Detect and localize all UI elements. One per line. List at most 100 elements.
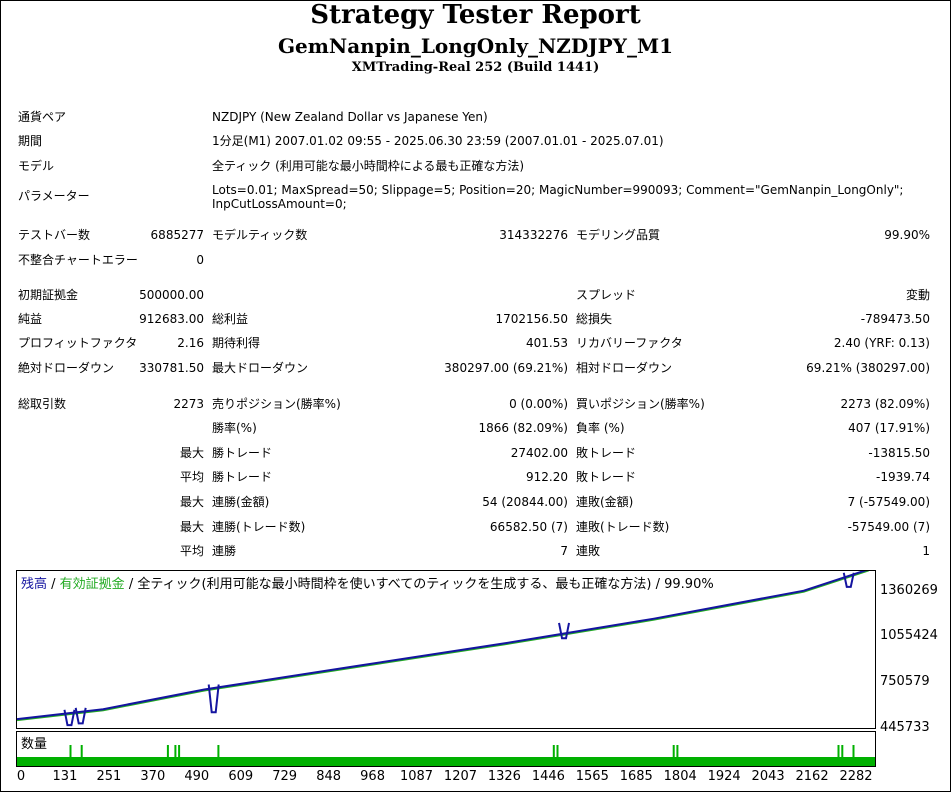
equity-dip (842, 572, 855, 588)
x-tick-label: 131 (52, 769, 78, 784)
legend-separator: / (47, 577, 60, 592)
volume-label: 数量 (21, 737, 48, 752)
gross-loss-label: 総損失 (576, 312, 613, 326)
spread-value: 変動 (905, 288, 930, 302)
volume-spike (837, 745, 840, 759)
x-tick-label: 968 (360, 769, 385, 784)
legend-balance: 残高 (21, 577, 48, 592)
symbol-label: 通貨ペア (18, 110, 67, 124)
period-value: 1分足(M1) 2007.01.02 09:55 - 2025.06.30 23… (212, 134, 664, 148)
cons-loss-count-label: 連敗(トレード数) (576, 520, 670, 534)
pf-value: 2.16 (177, 336, 204, 350)
trades-value: 2273 (173, 397, 204, 411)
quality-value: 99.90% (884, 228, 930, 242)
trades-label: 総取引数 (18, 397, 67, 411)
max-dd-value: 380297.00 (69.21%) (444, 361, 568, 375)
net-value: 912683.00 (139, 312, 204, 326)
lossrate-value: 407 (17.91%) (848, 421, 930, 435)
quality-label: モデリング品質 (576, 228, 661, 242)
volume-spike (556, 745, 559, 759)
y-tick-label: 750579 (880, 674, 930, 689)
equity-dip (558, 622, 571, 640)
volume-chart: 数量 (16, 731, 876, 767)
mismatch-value: 0 (196, 253, 204, 267)
equity-dips (63, 572, 855, 727)
gross-loss-value: -789473.50 (860, 312, 930, 326)
model-value: 全ティック (利用可能な最小時間枠による最も正確な方法) (212, 159, 525, 173)
params-label: パラメーター (18, 189, 90, 203)
x-tick-label: 1087 (399, 769, 434, 784)
balance-chart: 残高 / 有効証拠金 / 全ティック(利用可能な最小時間枠を使いすべてのティック… (16, 570, 876, 729)
x-tick-label: 251 (96, 769, 122, 784)
avg-loss-label: 敗トレード (576, 470, 637, 484)
x-tick-label: 1804 (663, 769, 697, 784)
volume-spike (166, 745, 169, 759)
x-tick-label: 1685 (619, 769, 653, 784)
x-tick-label: 2043 (751, 769, 785, 784)
pf-label: プロフィットファクタ (18, 336, 138, 350)
short-value: 0 (0.00%) (509, 397, 568, 411)
x-tick-label: 2282 (839, 769, 873, 784)
cons-win-money-label: 連勝(金額) (212, 495, 270, 509)
x-tick-label: 729 (272, 769, 298, 784)
x-tick-label: 609 (228, 769, 254, 784)
y-tick-label: 445733 (880, 720, 930, 735)
avg-win-prefix: 平均 (179, 470, 204, 484)
avg-cons-prefix: 平均 (179, 544, 204, 558)
equity-dip (63, 709, 76, 727)
long-value: 2273 (82.09%) (840, 397, 930, 411)
abs-dd-label: 絶対ドローダウン (18, 361, 115, 375)
chart-legend: 残高 / 有効証拠金 / 全ティック(利用可能な最小時間枠を使いすべてのティック… (21, 573, 714, 592)
ticks-label: モデルティック数 (212, 228, 308, 242)
long-label: 買いポジション(勝率%) (576, 397, 705, 411)
equity-line (17, 571, 869, 722)
volume-spike (80, 745, 83, 759)
balance-line (17, 571, 867, 721)
x-tick-label: 0 (16, 769, 26, 784)
max-dd-label: 最大ドローダウン (212, 361, 309, 375)
rel-dd-label: 相対ドローダウン (576, 361, 673, 375)
period-label: 期間 (18, 134, 43, 148)
avg-cons-loss-label: 連敗 (576, 544, 601, 558)
lossrate-label: 負率 (%) (576, 421, 625, 435)
bars-label: テストバー数 (18, 228, 91, 242)
winrate-value: 1866 (82.09%) (478, 421, 568, 435)
cons-win-money-value: 54 (20844.00) (482, 495, 568, 509)
volume-spike (852, 745, 855, 759)
model-label: モデル (18, 159, 55, 173)
cons-win-count-label: 連勝(トレード数) (212, 520, 306, 534)
server-info: XMTrading-Real 252 (Build 1441) (351, 60, 600, 75)
gross-profit-value: 1702156.50 (495, 312, 568, 326)
y-tick-label: 1360269 (880, 583, 938, 598)
deposit-value: 500000.00 (139, 288, 204, 302)
net-label: 純益 (18, 312, 43, 326)
params-line2: InpCutLossAmount=0; (212, 197, 347, 211)
max-loss-label: 敗トレード (576, 446, 637, 460)
avg-cons-loss-value: 1 (922, 544, 930, 558)
max-win-label: 勝トレード (212, 446, 273, 460)
equity-dip (74, 707, 87, 725)
short-label: 売りポジション(勝率%) (212, 397, 341, 411)
spread-label: スプレッド (576, 288, 637, 302)
rel-dd-value: 69.21% (380297.00) (806, 361, 930, 375)
mismatch-label: 不整合チャートエラー (18, 253, 138, 267)
avg-loss-value: -1939.74 (876, 470, 930, 484)
volume-spike (552, 745, 555, 759)
ticks-value: 314332276 (499, 228, 568, 242)
cons-win-count-value: 66582.50 (7) (489, 520, 568, 534)
max-cons-count-prefix: 最大 (179, 520, 204, 534)
x-tick-label: 2162 (795, 769, 829, 784)
equity-dip (207, 684, 220, 714)
volume-spike (672, 745, 675, 759)
balance-chart-svg (17, 571, 869, 727)
volume-spike (174, 745, 177, 759)
x-tick-label: 1326 (487, 769, 521, 784)
x-tick-label: 1924 (707, 769, 741, 784)
bars-value: 6885277 (150, 228, 204, 242)
volume-spike (69, 745, 72, 759)
expert-name: GemNanpin_LongOnly_NZDJPY_M1 (277, 34, 674, 58)
legend-description: / 全ティック(利用可能な最小時間枠を使いすべてのティックを生成する、最も正確な… (124, 577, 714, 592)
cons-loss-money-label: 連敗(金額) (576, 495, 634, 509)
max-cons-money-prefix: 最大 (179, 495, 204, 509)
volume-spike (841, 745, 844, 759)
